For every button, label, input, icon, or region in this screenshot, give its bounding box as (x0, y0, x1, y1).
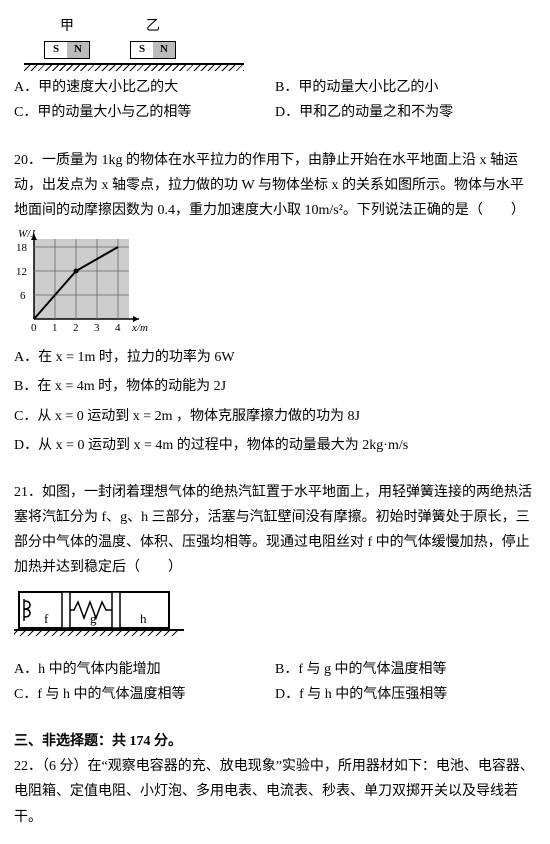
q21-options: A．h 中的气体内能增加 B．f 与 g 中的气体温度相等 C．f 与 h 中的… (14, 657, 536, 707)
pole-n: N (67, 42, 89, 58)
magnet-jia: 甲 S N (44, 14, 90, 59)
q20-graph: W/J 6 12 18 0 1 2 3 4 x/m (14, 229, 154, 339)
magnet-yi: 乙 S N (130, 14, 176, 59)
option-b: B．f 与 g 中的气体温度相等 (275, 657, 536, 682)
q22-stem: 22．（6 分）在“观察电容器的充、放电现象”实验中，所用器材如下：电池、电容器… (14, 754, 536, 830)
q20-block: 20．一质量为 1kg 的物体在水平拉力的作用下，由静止开始在水平地面上沿 x … (14, 148, 536, 458)
option-d: D．甲和乙的动量之和不为零 (275, 100, 536, 125)
q20-stem: 20．一质量为 1kg 的物体在水平拉力的作用下，由静止开始在水平地面上沿 x … (14, 148, 536, 224)
option-b: B．在 x = 4m 时，物体的动能为 2J (14, 374, 536, 399)
option-a: A．在 x = 1m 时，拉力的功率为 6W (14, 345, 536, 370)
pole-s: S (45, 42, 67, 58)
svg-text:0: 0 (31, 322, 37, 334)
section3: 三、非选择题：共 174 分。 22．（6 分）在“观察电容器的充、放电现象”实… (14, 729, 536, 830)
option-b: B．甲的动量大小比乙的小 (275, 75, 536, 100)
option-a: A．甲的速度大小比乙的大 (14, 75, 275, 100)
section3-heading: 三、非选择题：共 174 分。 (14, 729, 536, 754)
option-c: C．甲的动量大小与乙的相等 (14, 100, 275, 125)
q21-cylinder: f g h (14, 587, 184, 647)
pole-n: N (153, 42, 175, 58)
svg-text:f: f (44, 611, 49, 626)
q19-options: A．甲的速度大小比乙的大 B．甲的动量大小比乙的小 C．甲的动量大小与乙的相等 … (14, 75, 536, 125)
option-d: D．f 与 h 中的气体压强相等 (275, 682, 536, 707)
svg-text:12: 12 (16, 266, 27, 278)
option-d: D．从 x = 0 运动到 x = 4m 的过程中，物体的动量最大为 2kg·m… (14, 433, 536, 458)
svg-text:3: 3 (94, 322, 100, 334)
q19-figure: 甲 S N 乙 S N (14, 14, 536, 65)
magnet-label: 甲 (60, 14, 74, 39)
option-c: C．f 与 h 中的气体温度相等 (14, 682, 275, 707)
svg-text:1: 1 (52, 322, 58, 334)
q21-block: 21．如图，一封闭着理想气体的绝热汽缸置于水平地面上，用轻弹簧连接的两绝热活塞将… (14, 480, 536, 707)
surface-line (24, 63, 244, 65)
svg-text:g: g (90, 611, 97, 626)
svg-text:2: 2 (73, 322, 79, 334)
svg-text:6: 6 (20, 290, 26, 302)
option-c: C．从 x = 0 运动到 x = 2m ，物体克服摩擦力做的功为 8J (14, 404, 536, 429)
svg-text:4: 4 (115, 322, 121, 334)
q21-stem: 21．如图，一封闭着理想气体的绝热汽缸置于水平地面上，用轻弹簧连接的两绝热活塞将… (14, 480, 536, 581)
svg-text:W/J: W/J (18, 229, 36, 240)
option-a: A．h 中的气体内能增加 (14, 657, 275, 682)
pole-s: S (131, 42, 153, 58)
svg-text:x/m: x/m (131, 322, 148, 334)
svg-text:h: h (140, 611, 147, 626)
svg-text:18: 18 (16, 242, 28, 254)
magnet-label: 乙 (146, 14, 160, 39)
